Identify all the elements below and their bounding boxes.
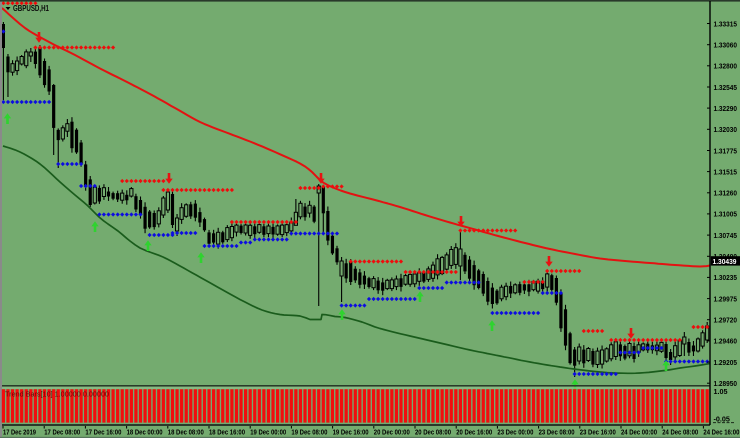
svg-text:1.30745: 1.30745 xyxy=(714,231,738,240)
svg-text:1.05: 1.05 xyxy=(714,387,728,396)
svg-text:1.29720: 1.29720 xyxy=(714,316,738,325)
svg-text:1.30235: 1.30235 xyxy=(714,273,738,282)
svg-text:18 Dec 00:00: 18 Dec 00:00 xyxy=(127,428,163,437)
svg-text:24 Dec 16:00: 24 Dec 16:00 xyxy=(703,428,739,437)
svg-text:18 Dec 08:00: 18 Dec 08:00 xyxy=(168,428,204,437)
svg-text:1.32545: 1.32545 xyxy=(714,83,738,92)
svg-text:1.31775: 1.31775 xyxy=(714,146,738,155)
svg-text:23 Dec 08:00: 23 Dec 08:00 xyxy=(539,428,575,437)
svg-text:1.31515: 1.31515 xyxy=(714,167,738,176)
svg-text:-0.05: -0.05 xyxy=(714,415,730,424)
svg-text:1.31260: 1.31260 xyxy=(714,189,738,198)
svg-text:1.32290: 1.32290 xyxy=(714,104,738,113)
svg-text:19 Dec 08:00: 19 Dec 08:00 xyxy=(291,428,327,437)
svg-text:1.33060: 1.33060 xyxy=(714,41,738,50)
svg-text:17 Dec 16:00: 17 Dec 16:00 xyxy=(85,428,121,437)
svg-text:23 Dec 00:00: 23 Dec 00:00 xyxy=(497,428,533,437)
svg-text:1.30439: 1.30439 xyxy=(713,257,737,266)
svg-text:1.29460: 1.29460 xyxy=(714,337,738,346)
svg-text:18 Dec 16:00: 18 Dec 16:00 xyxy=(209,428,245,437)
svg-text:1.29205: 1.29205 xyxy=(714,358,738,367)
svg-text:1.28950: 1.28950 xyxy=(714,379,738,388)
svg-text:1.29975: 1.29975 xyxy=(714,294,738,303)
svg-text:19 Dec 16:00: 19 Dec 16:00 xyxy=(333,428,369,437)
svg-text:17 Dec 2019: 17 Dec 2019 xyxy=(3,428,36,437)
svg-text:17 Dec 08:00: 17 Dec 08:00 xyxy=(44,428,80,437)
svg-text:19 Dec 00:00: 19 Dec 00:00 xyxy=(250,428,286,437)
svg-text:24 Dec 08:00: 24 Dec 08:00 xyxy=(662,428,698,437)
svg-text:1.32030: 1.32030 xyxy=(714,125,738,134)
svg-text:20 Dec 08:00: 20 Dec 08:00 xyxy=(415,428,451,437)
svg-text:23 Dec 16:00: 23 Dec 16:00 xyxy=(580,428,616,437)
svg-text:1.33315: 1.33315 xyxy=(714,19,738,28)
svg-text:1.31005: 1.31005 xyxy=(714,210,738,219)
svg-text:1.32800: 1.32800 xyxy=(714,62,738,71)
svg-text:24 Dec 00:00: 24 Dec 00:00 xyxy=(621,428,657,437)
svg-text:20 Dec 16:00: 20 Dec 16:00 xyxy=(456,428,492,437)
svg-text:GBPUSD,H1: GBPUSD,H1 xyxy=(13,4,49,13)
svg-text:Trend Bars[10] 1.00000 0.00000: Trend Bars[10] 1.00000 0.00000 xyxy=(5,390,109,399)
svg-text:20 Dec 00:00: 20 Dec 00:00 xyxy=(374,428,410,437)
